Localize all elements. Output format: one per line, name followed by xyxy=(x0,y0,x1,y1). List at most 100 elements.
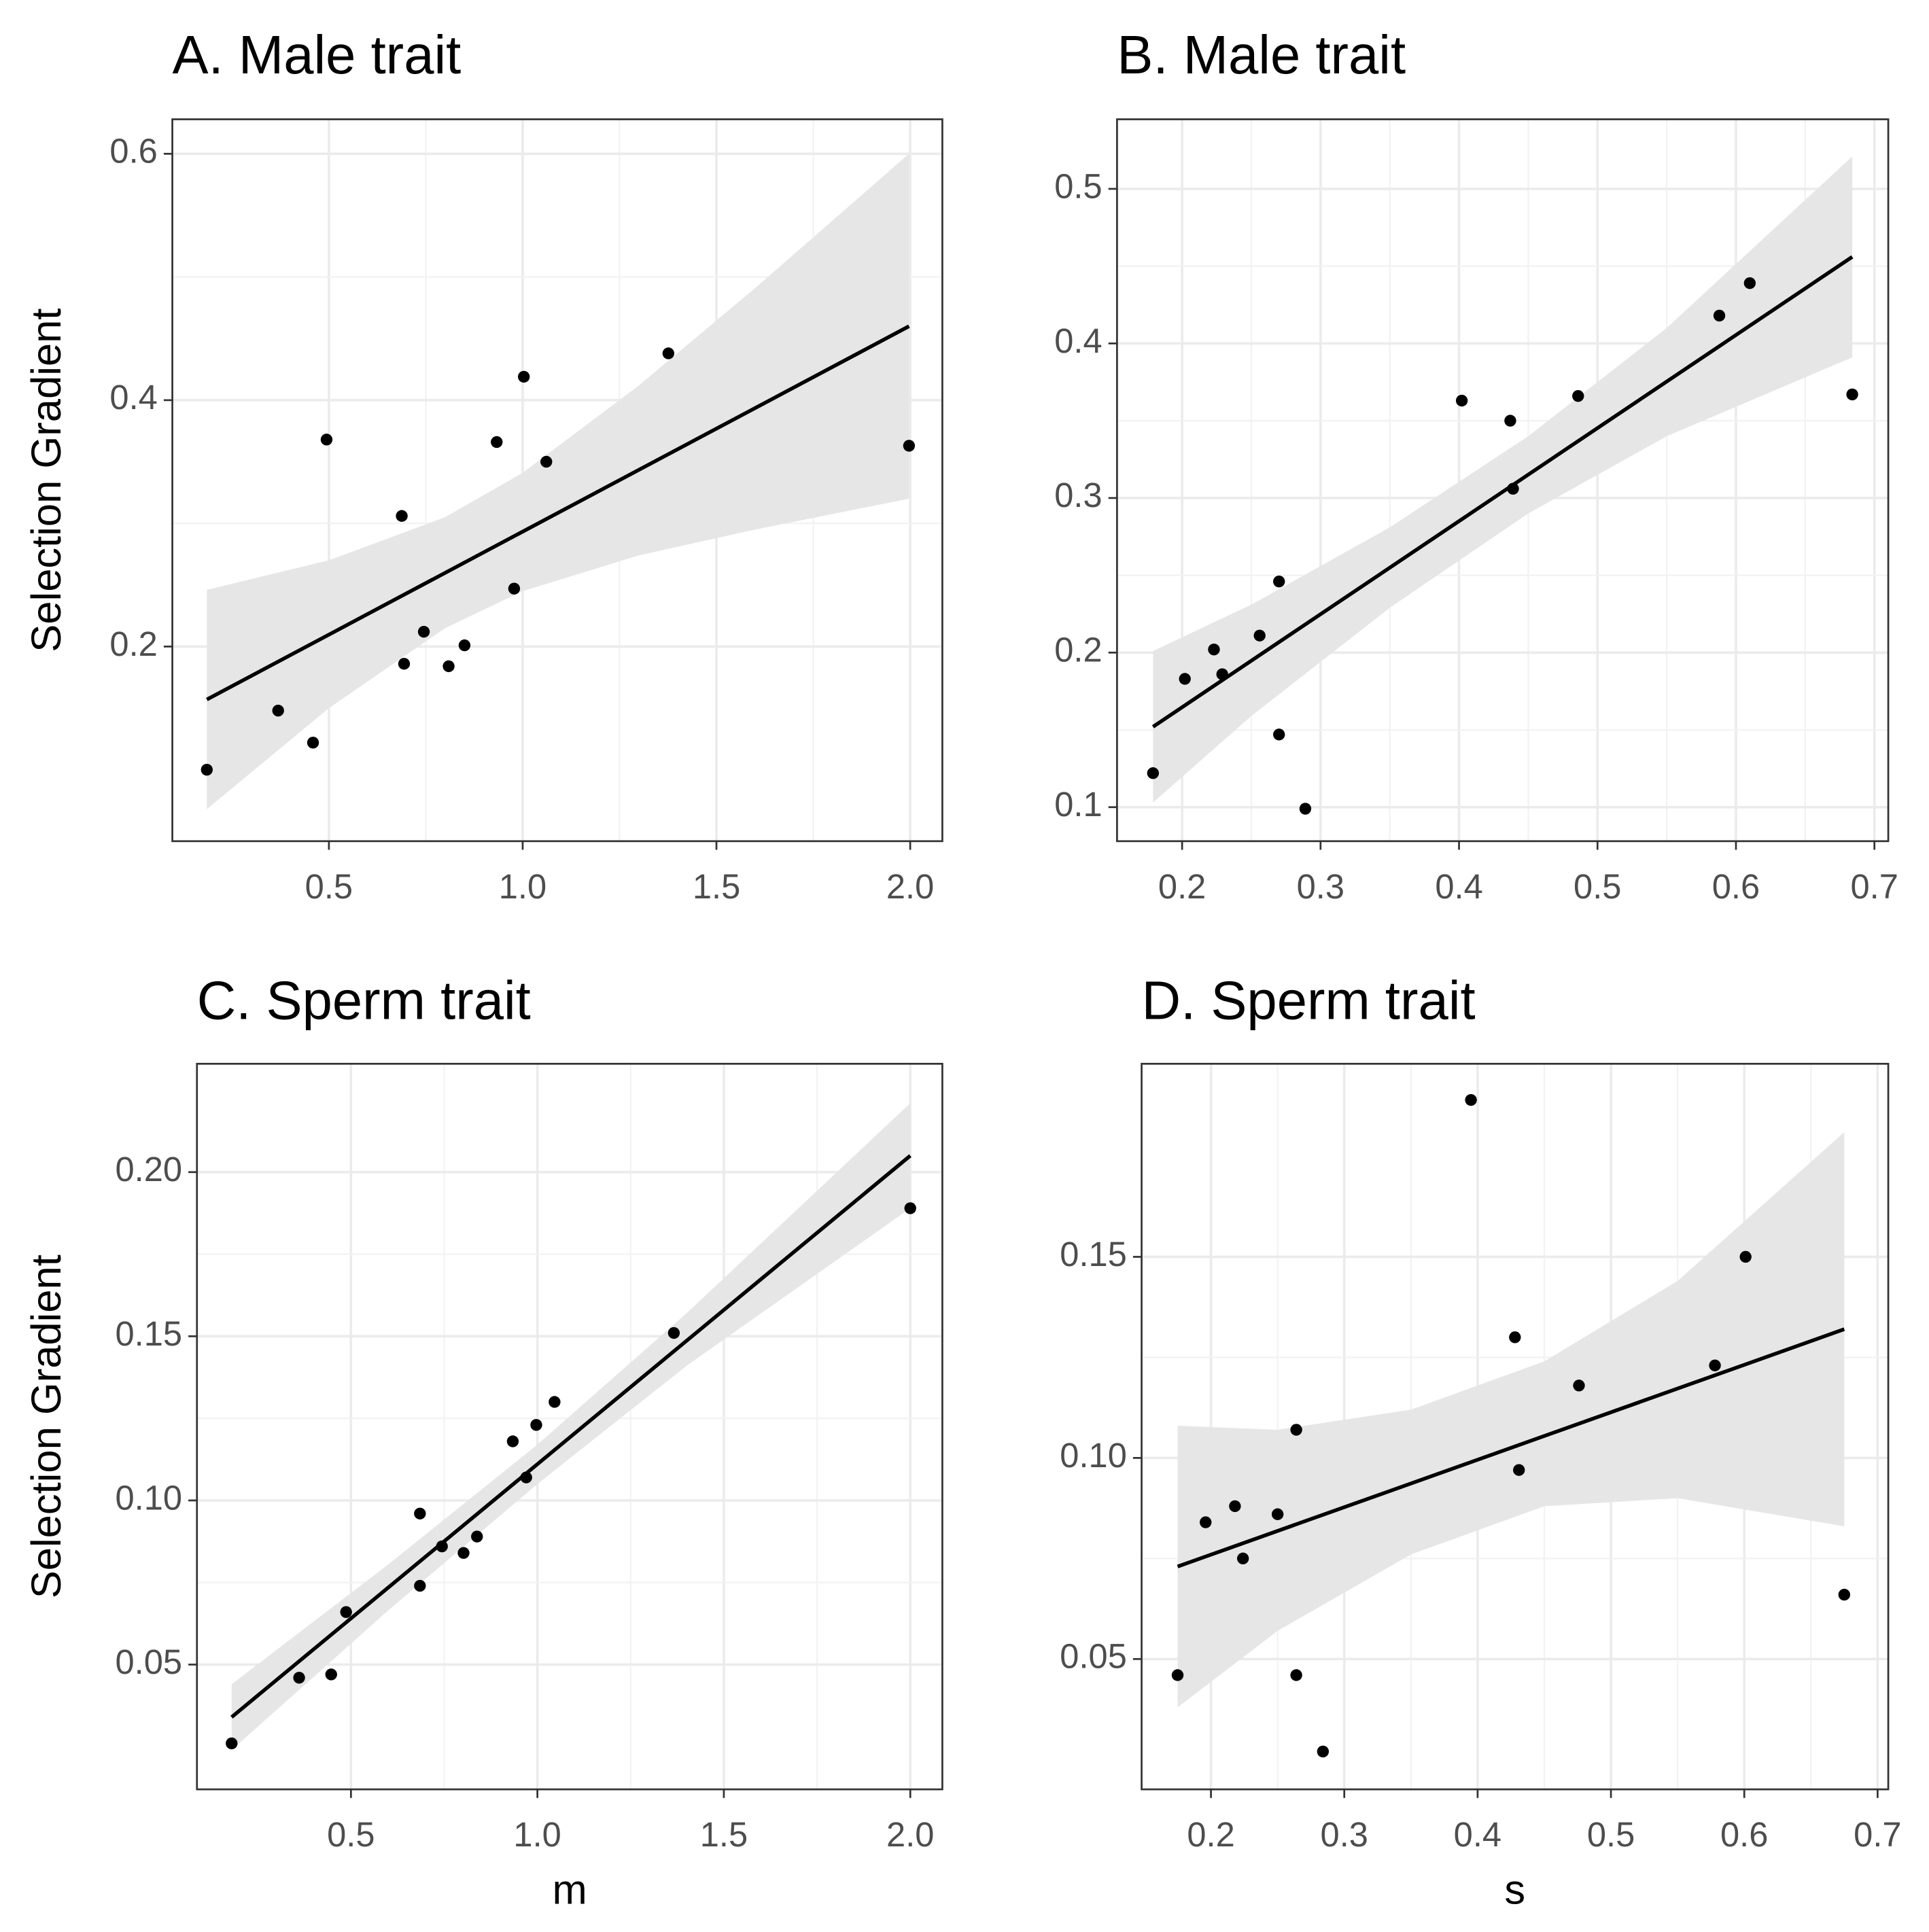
point xyxy=(1271,1508,1284,1520)
point xyxy=(1739,1250,1752,1263)
panel-border xyxy=(196,1063,943,1791)
point xyxy=(1208,644,1220,656)
panel-title: D. Sperm trait xyxy=(1142,970,1476,1031)
panel-border xyxy=(171,118,943,843)
x-tick-label: 2.0 xyxy=(886,1815,934,1854)
point xyxy=(1290,1424,1302,1436)
x-tick-label: 0.7 xyxy=(1854,1815,1901,1854)
x-tick-label: 0.5 xyxy=(327,1815,375,1854)
x-tick-label: 0.6 xyxy=(1720,1815,1768,1854)
confidence-band xyxy=(1153,156,1853,803)
x-tick-label: 0.2 xyxy=(1187,1815,1234,1854)
x-tick-label: 0.2 xyxy=(1158,867,1206,906)
y-tick-label: 0.05 xyxy=(1060,1637,1127,1676)
point xyxy=(1507,482,1519,495)
x-tick-label: 0.3 xyxy=(1297,867,1344,906)
point xyxy=(201,763,213,776)
point xyxy=(457,1547,470,1559)
point xyxy=(340,1606,352,1618)
y-tick-label: 0.2 xyxy=(1054,631,1102,669)
y-tick-label: 0.20 xyxy=(115,1150,182,1189)
y-tick-label: 0.1 xyxy=(1054,785,1102,824)
x-tick-label: 1.0 xyxy=(513,1815,561,1854)
point xyxy=(436,1540,448,1553)
point xyxy=(904,1202,916,1214)
panel-border xyxy=(1116,118,1890,843)
y-tick-label: 0.4 xyxy=(109,378,157,417)
point xyxy=(1838,1588,1851,1601)
x-tick-label: 1.5 xyxy=(700,1815,748,1854)
point xyxy=(1179,673,1191,685)
point xyxy=(1846,388,1858,401)
point xyxy=(1513,1464,1525,1476)
x-tick-label: 1.0 xyxy=(499,867,546,906)
y-axis-title: Selection Gradient xyxy=(23,309,70,652)
point xyxy=(307,737,319,749)
point xyxy=(508,582,521,595)
point xyxy=(530,1419,542,1431)
point xyxy=(414,1579,426,1592)
x-tick-label: 2.0 xyxy=(886,867,934,906)
point xyxy=(517,370,530,383)
panel-title: A. Male trait xyxy=(173,24,462,85)
point xyxy=(667,1327,680,1339)
y-tick-label: 0.15 xyxy=(1060,1235,1127,1274)
panel-title: C. Sperm trait xyxy=(197,970,531,1031)
y-tick-label: 0.10 xyxy=(115,1478,182,1517)
point xyxy=(1455,394,1468,407)
y-tick-label: 0.5 xyxy=(1054,166,1102,205)
point xyxy=(226,1737,238,1750)
point xyxy=(293,1672,305,1684)
fit-line xyxy=(1177,1327,1845,1568)
point xyxy=(1147,767,1160,779)
point xyxy=(442,660,455,673)
point xyxy=(662,347,675,359)
fit-line xyxy=(230,1154,911,1719)
y-tick-label: 0.3 xyxy=(1054,476,1102,514)
point xyxy=(1572,390,1584,402)
y-tick-label: 0.2 xyxy=(109,625,157,663)
confidence-band xyxy=(207,154,909,809)
point xyxy=(272,704,284,717)
point xyxy=(1273,575,1285,588)
point xyxy=(549,1396,561,1408)
point xyxy=(1465,1093,1477,1106)
x-tick-label: 0.4 xyxy=(1435,867,1482,906)
point xyxy=(1713,309,1726,322)
panel-border xyxy=(1141,1063,1890,1791)
point xyxy=(1709,1359,1721,1371)
point xyxy=(1236,1552,1249,1565)
point xyxy=(471,1530,483,1543)
point xyxy=(1229,1500,1241,1513)
x-tick-label: 1.5 xyxy=(693,867,740,906)
panel-title: B. Male trait xyxy=(1117,24,1406,85)
x-tick-label: 0.7 xyxy=(1850,867,1898,906)
point xyxy=(1253,629,1266,642)
point xyxy=(1743,277,1756,289)
point xyxy=(520,1471,532,1483)
y-tick-label: 0.05 xyxy=(115,1643,182,1681)
y-axis-title: Selection Gradient xyxy=(23,1254,70,1598)
point xyxy=(1573,1380,1585,1392)
confidence-band xyxy=(231,1103,911,1751)
x-tick-label: 0.4 xyxy=(1454,1815,1501,1854)
point xyxy=(414,1507,426,1520)
point xyxy=(1290,1669,1302,1681)
x-tick-label: 0.5 xyxy=(305,867,353,906)
x-axis-title: s xyxy=(1504,1866,1525,1913)
point xyxy=(506,1435,519,1447)
point xyxy=(903,440,916,452)
x-tick-label: 0.6 xyxy=(1712,867,1760,906)
point xyxy=(396,510,408,522)
point xyxy=(1317,1745,1330,1758)
point xyxy=(1509,1331,1521,1343)
point xyxy=(540,455,553,468)
point xyxy=(1216,668,1228,680)
point xyxy=(1299,803,1312,815)
y-tick-label: 0.6 xyxy=(109,132,157,171)
point xyxy=(398,658,411,670)
x-tick-label: 0.5 xyxy=(1587,1815,1635,1854)
confidence-band xyxy=(1177,1131,1845,1708)
y-tick-label: 0.4 xyxy=(1054,321,1102,360)
